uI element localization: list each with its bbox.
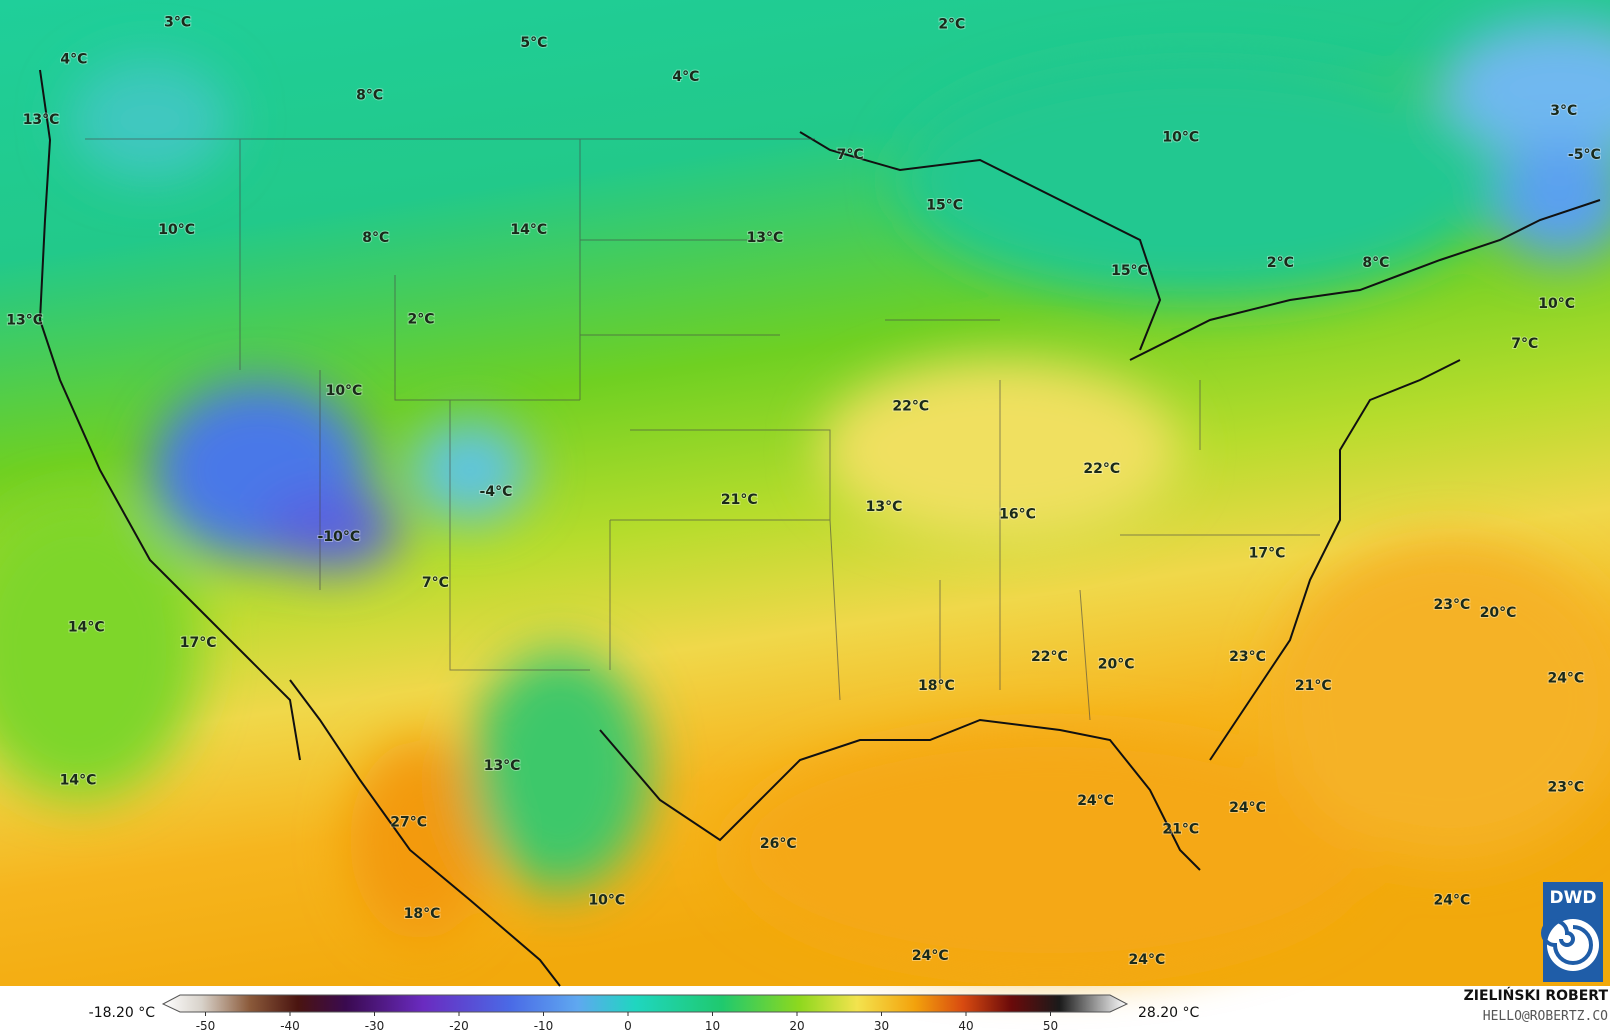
colorbar-tick-label: -40 bbox=[280, 1019, 300, 1033]
colorbar-tick-label: 40 bbox=[958, 1019, 973, 1033]
temperature-label: 17°C bbox=[180, 635, 217, 651]
temperature-label: 3°C bbox=[1550, 103, 1577, 119]
credit-contact: HELLO@ROBERTZ.CO bbox=[1483, 1009, 1608, 1024]
temperature-label: 26°C bbox=[760, 836, 797, 852]
temperature-label: 8°C bbox=[356, 87, 383, 103]
temperature-label: 24°C bbox=[1129, 952, 1166, 968]
temperature-label: 13°C bbox=[484, 758, 521, 774]
colorbar-tick-label: -30 bbox=[365, 1019, 385, 1033]
colorbar-scale bbox=[161, 994, 1129, 1013]
temperature-label: 15°C bbox=[926, 197, 963, 213]
colorbar-tick-label: 50 bbox=[1043, 1019, 1058, 1033]
temperature-label: 3°C bbox=[164, 15, 191, 31]
temperature-labels: 3°C 4°C 5°C 4°C 8°C 2°C 13°C 10°C 3°C 7°C -5°C 15°C… bbox=[5, 14, 1601, 969]
temperature-label: 24°C bbox=[1547, 671, 1584, 687]
colorbar-tick-label: 0 bbox=[624, 1019, 632, 1033]
temperature-label: 13°C bbox=[23, 112, 60, 128]
temperature-label: 2°C bbox=[1267, 255, 1294, 271]
state-borders bbox=[85, 138, 1320, 721]
logo-swirl bbox=[1541, 919, 1593, 965]
map: 3°C 4°C 5°C 4°C 8°C 2°C 13°C 10°C 3°C 7°C -5°C 15°C… bbox=[0, 0, 1610, 987]
colorbar-tick-label: 20 bbox=[789, 1019, 804, 1033]
colorbar-min: -18.20 °C bbox=[89, 1005, 156, 1021]
temperature-label: 2°C bbox=[938, 17, 965, 33]
colorbar-tick-label: -50 bbox=[196, 1019, 216, 1033]
temperature-label: 7°C bbox=[1511, 336, 1538, 352]
temperature-label: 10°C bbox=[158, 222, 195, 238]
temperature-label: 22°C bbox=[1083, 461, 1120, 477]
temperature-label: 8°C bbox=[1362, 255, 1389, 271]
temperature-label: -10°C bbox=[318, 529, 361, 545]
colorbar-tick-label: 10 bbox=[705, 1019, 720, 1033]
colorbar-tick-label: 30 bbox=[874, 1019, 889, 1033]
temperature-label: 23°C bbox=[1433, 597, 1470, 613]
temperature-label: 4°C bbox=[60, 52, 87, 68]
temperature-label: 21°C bbox=[1295, 678, 1332, 694]
temperature-label: 22°C bbox=[892, 399, 929, 415]
temperature-label: 8°C bbox=[362, 230, 389, 246]
temperature-label: 21°C bbox=[721, 492, 758, 508]
temperature-label: 16°C bbox=[999, 506, 1036, 522]
temperature-label: 5°C bbox=[520, 35, 547, 51]
temperature-label: 18°C bbox=[404, 906, 441, 922]
temperature-label: 24°C bbox=[1077, 793, 1114, 809]
temperature-label: 23°C bbox=[1547, 780, 1584, 796]
temperature-label: 21°C bbox=[1162, 822, 1199, 838]
credit-author: ZIELIŃSKI ROBERT bbox=[1464, 986, 1609, 1004]
temperature-label: 7°C bbox=[422, 575, 449, 591]
temperature-label: -4°C bbox=[480, 484, 513, 500]
temperature-label: 18°C bbox=[918, 678, 955, 694]
temperature-label: 24°C bbox=[912, 948, 949, 964]
logo-text: DWD bbox=[1550, 888, 1597, 908]
temperature-label: 10°C bbox=[588, 892, 625, 908]
temperature-label: 10°C bbox=[326, 383, 363, 399]
temperature-label: 27°C bbox=[390, 814, 427, 830]
temperature-field bbox=[0, 20, 1610, 970]
temperature-label: 10°C bbox=[1162, 130, 1199, 146]
temperature-label: 15°C bbox=[1111, 263, 1148, 279]
temperature-label: 7°C bbox=[837, 147, 864, 163]
temperature-label: 14°C bbox=[68, 619, 105, 635]
temperature-label: 4°C bbox=[672, 69, 699, 85]
colorbar: -18.20 °C 28.20 °C -50 -40 -30 -20 -10 0 10 20 3… bbox=[89, 994, 1200, 1033]
temperature-label: 23°C bbox=[1229, 649, 1266, 665]
colorbar-tick-label: -10 bbox=[534, 1019, 554, 1033]
temperature-label: 13°C bbox=[866, 499, 903, 515]
colorbar-tick-label: -20 bbox=[449, 1019, 469, 1033]
dwd-logo: DWD bbox=[1541, 882, 1603, 982]
temperature-label: 20°C bbox=[1098, 656, 1135, 672]
temperature-label: 22°C bbox=[1031, 649, 1068, 665]
temperature-label: 13°C bbox=[747, 230, 784, 246]
temperature-label: 2°C bbox=[407, 311, 434, 327]
temperature-label: 14°C bbox=[510, 222, 547, 238]
temperature-label: 20°C bbox=[1480, 605, 1517, 621]
temperature-label: 10°C bbox=[1538, 296, 1575, 312]
temperature-label: 14°C bbox=[60, 772, 97, 788]
temperature-label: 24°C bbox=[1229, 800, 1266, 816]
temperature-label: -5°C bbox=[1568, 147, 1601, 163]
temperature-label: 24°C bbox=[1433, 892, 1470, 908]
coastline bbox=[38, 69, 1601, 987]
colorbar-max: 28.20 °C bbox=[1138, 1005, 1200, 1021]
temperature-label: 13°C bbox=[6, 312, 43, 328]
temperature-label: 17°C bbox=[1249, 545, 1286, 561]
